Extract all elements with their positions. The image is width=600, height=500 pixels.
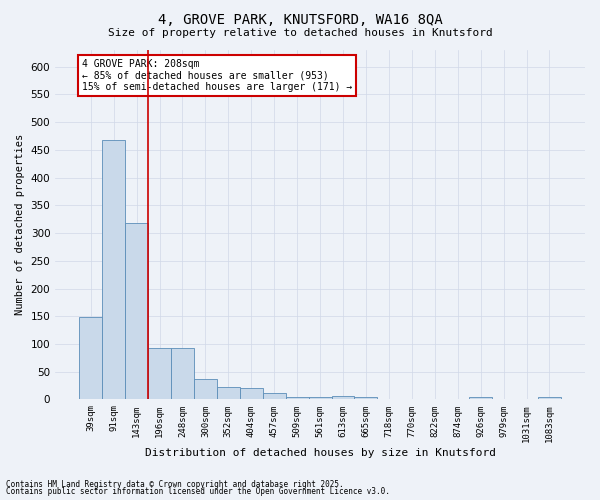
Bar [171,348,194,400]
Bar [538,397,561,400]
Bar [308,396,332,400]
Text: Contains HM Land Registry data © Crown copyright and database right 2025.: Contains HM Land Registry data © Crown c… [6,480,344,489]
Bar [102,140,125,400]
X-axis label: Distribution of detached houses by size in Knutsford: Distribution of detached houses by size … [145,448,496,458]
Y-axis label: Number of detached properties: Number of detached properties [15,134,25,316]
Bar [377,399,400,400]
Text: 4 GROVE PARK: 208sqm
← 85% of detached houses are smaller (953)
15% of semi-deta: 4 GROVE PARK: 208sqm ← 85% of detached h… [82,58,352,92]
Bar [263,394,286,400]
Bar [240,388,263,400]
Bar [125,223,148,400]
Text: Contains public sector information licensed under the Open Government Licence v3: Contains public sector information licen… [6,487,390,496]
Bar [355,396,377,400]
Bar [286,396,308,400]
Bar [194,379,217,400]
Bar [79,318,102,400]
Text: 4, GROVE PARK, KNUTSFORD, WA16 8QA: 4, GROVE PARK, KNUTSFORD, WA16 8QA [158,12,442,26]
Bar [469,397,492,400]
Bar [217,386,240,400]
Bar [332,396,355,400]
Bar [148,348,171,400]
Text: Size of property relative to detached houses in Knutsford: Size of property relative to detached ho… [107,28,493,38]
